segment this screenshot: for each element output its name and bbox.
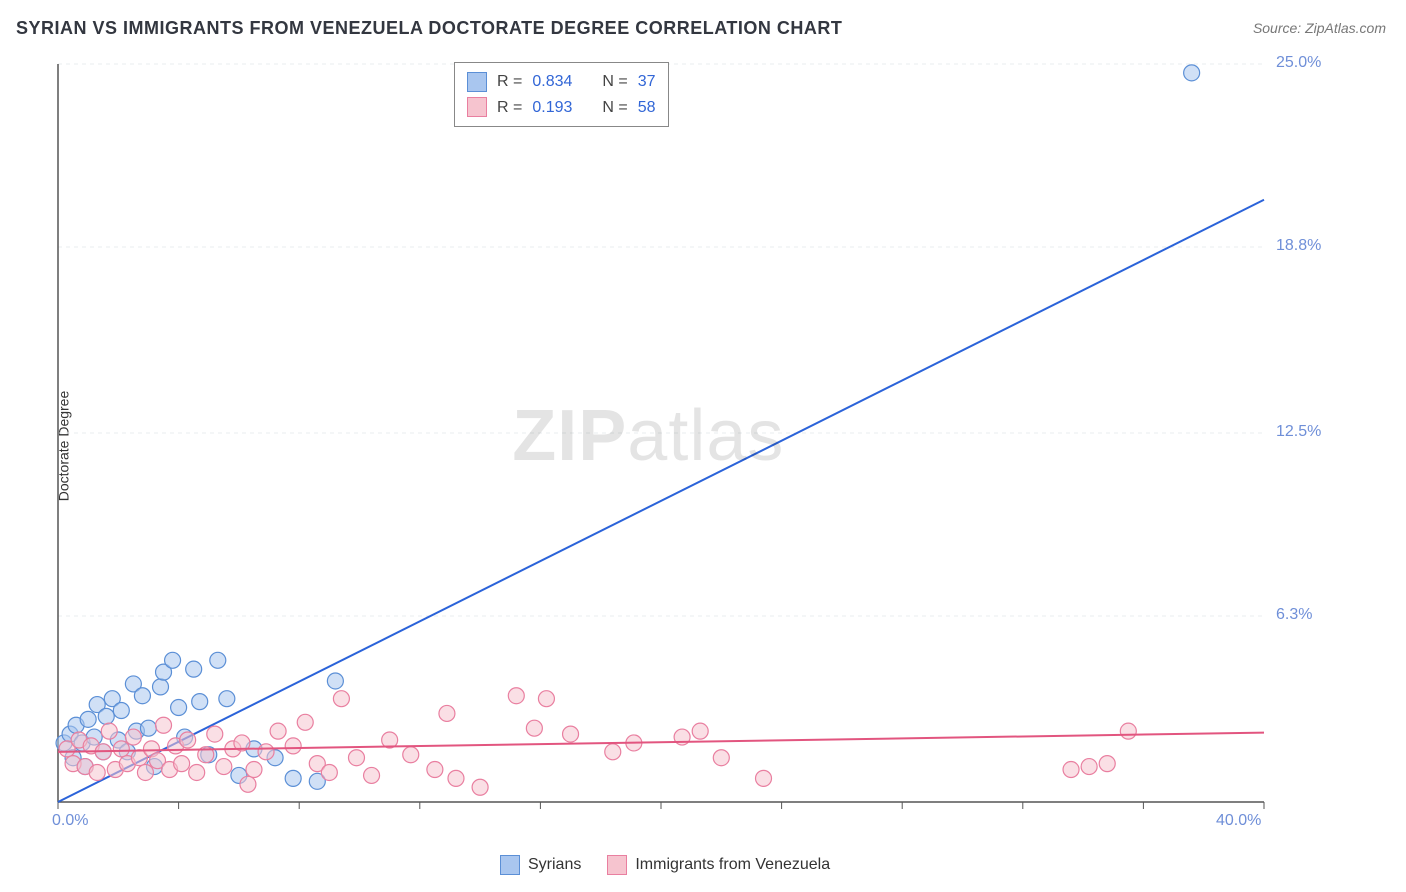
stats-box: R = 0.834 N = 37 R = 0.193 N = 58 <box>454 62 669 127</box>
y-tick-label: 6.3% <box>1276 606 1312 624</box>
chart-container: { "title": "SYRIAN VS IMMIGRANTS FROM VE… <box>0 0 1406 892</box>
stat-r-label: R = <box>497 95 522 121</box>
stat-r-value: 0.193 <box>532 95 572 121</box>
stat-n-value: 58 <box>638 95 656 121</box>
stat-n-label: N = <box>602 69 627 95</box>
legend-swatch <box>467 72 487 92</box>
legend-item: Immigrants from Venezuela <box>607 855 830 875</box>
stat-n-label: N = <box>602 95 627 121</box>
legend-swatch <box>607 855 627 875</box>
legend-swatch <box>467 97 487 117</box>
x-tick-label: 0.0% <box>52 812 88 830</box>
source-attribution: Source: ZipAtlas.com <box>1253 20 1386 36</box>
legend: Syrians Immigrants from Venezuela <box>500 855 830 875</box>
x-tick-label: 40.0% <box>1216 812 1261 830</box>
legend-item: Syrians <box>500 855 581 875</box>
y-tick-label: 18.8% <box>1276 237 1321 255</box>
stat-n-value: 37 <box>638 69 656 95</box>
scatter-plot <box>54 56 1326 826</box>
stats-row: R = 0.834 N = 37 <box>467 69 656 95</box>
y-tick-label: 25.0% <box>1276 54 1321 72</box>
stats-row: R = 0.193 N = 58 <box>467 95 656 121</box>
stat-r-label: R = <box>497 69 522 95</box>
stat-r-value: 0.834 <box>532 69 572 95</box>
legend-label: Immigrants from Venezuela <box>635 856 830 874</box>
legend-swatch <box>500 855 520 875</box>
chart-title: SYRIAN VS IMMIGRANTS FROM VENEZUELA DOCT… <box>16 18 842 39</box>
y-tick-label: 12.5% <box>1276 423 1321 441</box>
legend-label: Syrians <box>528 856 581 874</box>
